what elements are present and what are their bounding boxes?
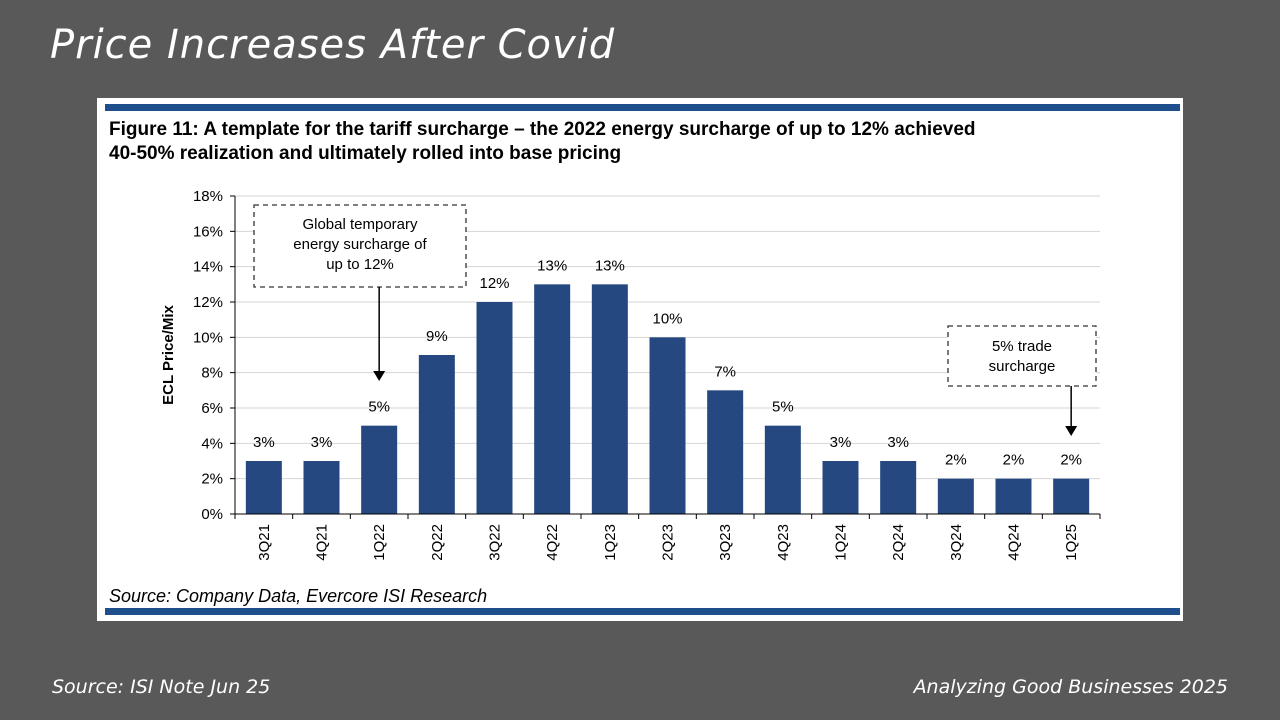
annotation-arrowhead — [1065, 426, 1078, 436]
x-tick-label-3Q22: 3Q22 — [487, 524, 504, 561]
data-label-1Q24: 3% — [830, 434, 852, 451]
bar-1Q25 — [1053, 478, 1090, 514]
data-label-2Q22: 9% — [426, 328, 448, 345]
annotation-text: energy surcharge of — [293, 236, 427, 253]
data-label-4Q21: 3% — [311, 434, 333, 451]
annotation-text: 5% trade — [992, 338, 1052, 355]
bar-3Q23 — [707, 390, 744, 514]
slide-title: Price Increases After Covid — [50, 22, 616, 68]
annotation-text: up to 12% — [326, 256, 394, 273]
bar-4Q22 — [534, 284, 571, 514]
y-tick-label: 18% — [193, 188, 223, 205]
y-tick-label: 12% — [193, 294, 223, 311]
bar-2Q24 — [880, 461, 917, 514]
bottom-rule — [105, 608, 1180, 615]
y-tick-label: 4% — [201, 435, 223, 452]
data-label-4Q22: 13% — [537, 257, 567, 274]
x-tick-label-3Q24: 3Q24 — [948, 524, 965, 561]
data-label-3Q23: 7% — [714, 363, 736, 380]
annotation-box — [253, 204, 467, 288]
figure-title-line1: Figure 11: A template for the tariff sur… — [109, 119, 976, 140]
bar-3Q24 — [937, 478, 974, 514]
bar-4Q23 — [764, 425, 801, 514]
data-label-1Q25: 2% — [1060, 452, 1082, 469]
data-label-2Q24: 3% — [887, 434, 909, 451]
bar-4Q21 — [303, 461, 340, 514]
x-tick-label-2Q24: 2Q24 — [890, 524, 907, 561]
figure-title-line2: 40-50% realization and ultimately rolled… — [109, 143, 622, 164]
axes — [234, 196, 1100, 515]
y-tick-label: 10% — [193, 329, 223, 346]
annotation-text: surcharge — [989, 358, 1056, 375]
y-axis-title: ECL Price/Mix — [160, 304, 177, 404]
x-tick-label-2Q22: 2Q22 — [429, 524, 446, 561]
data-label-1Q22: 5% — [368, 399, 390, 416]
x-tick-label-4Q23: 4Q23 — [775, 524, 792, 561]
bar-1Q22 — [361, 425, 398, 514]
bar-3Q21 — [245, 461, 282, 514]
y-tick-label: 14% — [193, 259, 223, 276]
x-tick-label-2Q23: 2Q23 — [660, 524, 677, 561]
data-label-3Q24: 2% — [945, 452, 967, 469]
footer-source: Source: ISI Note Jun 25 — [52, 676, 271, 698]
x-tick-label-1Q23: 1Q23 — [602, 524, 619, 561]
bar-2Q22 — [418, 355, 455, 514]
y-axis-ticks: 0% 2% 4% 6% 8% 10% 12% 14% 16% 18% — [193, 188, 235, 523]
data-label-2Q23: 10% — [652, 310, 682, 327]
x-tick-label-1Q22: 1Q22 — [371, 524, 388, 561]
bar-4Q24 — [995, 478, 1032, 514]
x-tick-label-4Q22: 4Q22 — [544, 524, 561, 561]
annotation-arrowhead — [373, 371, 386, 381]
figure-card: Figure 11: A template for the tariff sur… — [97, 98, 1183, 621]
data-label-4Q24: 2% — [1003, 452, 1025, 469]
bar-2Q23 — [649, 337, 686, 514]
y-tick-label: 0% — [201, 506, 223, 523]
data-labels: 3% 3% 5% 9% 12% 13% 13% 10% 7% 5% 3% 3% 2% 2% 2% — [253, 257, 1082, 468]
x-tick-label-1Q25: 1Q25 — [1063, 524, 1080, 561]
bar-3Q22 — [476, 302, 513, 514]
data-label-3Q21: 3% — [253, 434, 275, 451]
top-rule — [105, 104, 1180, 111]
data-label-1Q23: 13% — [595, 257, 625, 274]
y-tick-label: 8% — [201, 365, 223, 382]
figure-title: Figure 11: A template for the tariff sur… — [109, 118, 1169, 166]
x-axis-ticks: 3Q21 4Q21 1Q22 2Q22 3Q22 4Q22 1Q23 2Q23 3Q23 4Q23… — [234, 514, 1101, 561]
bar-1Q24 — [822, 461, 859, 514]
data-label-3Q22: 12% — [479, 275, 509, 292]
annotation-text: Global temporary — [302, 216, 418, 233]
y-tick-label: 2% — [201, 471, 223, 488]
x-tick-label-1Q24: 1Q24 — [833, 524, 850, 561]
bars — [245, 284, 1090, 514]
x-tick-label-4Q24: 4Q24 — [1006, 524, 1023, 561]
bar-1Q23 — [591, 284, 628, 514]
data-label-4Q23: 5% — [772, 399, 794, 416]
annotation-box — [947, 325, 1097, 387]
y-tick-label: 16% — [193, 223, 223, 240]
figure-source: Source: Company Data, Evercore ISI Resea… — [109, 586, 488, 606]
annotations: Global temporary energy surcharge of up to… — [253, 204, 1097, 436]
x-tick-label-3Q23: 3Q23 — [717, 524, 734, 561]
x-tick-label-3Q21: 3Q21 — [256, 524, 273, 561]
bar-chart: 0% 2% 4% 6% 8% 10% 12% 14% 16% 18% 3% 3% 5% 9% 12% 13%… — [160, 188, 1101, 561]
footer-brand: Analyzing Good Businesses 2025 — [913, 676, 1228, 698]
y-tick-label: 6% — [201, 400, 223, 417]
x-tick-label-4Q21: 4Q21 — [314, 524, 331, 561]
